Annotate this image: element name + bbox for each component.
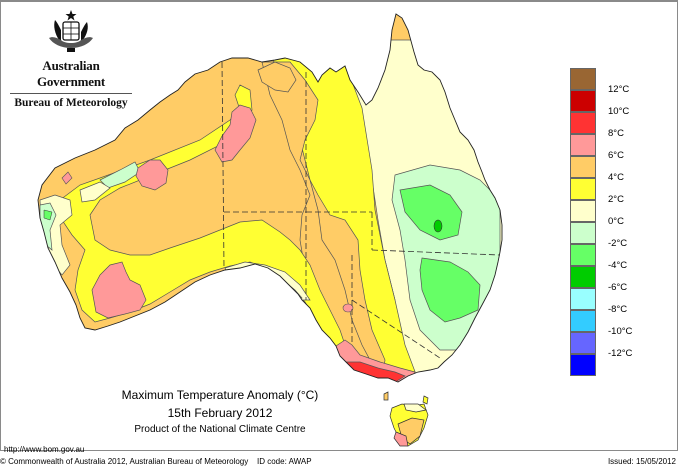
product-credit: Product of the National Climate Centre [134,424,306,435]
legend-label: -12°C [608,348,633,359]
legend-swatch-12-plus [570,68,596,90]
id-code: ID code: AWAP [257,457,312,466]
legend-label: -6°C [608,282,628,293]
legend-swatch-m4-m2 [570,244,596,266]
legend-swatch-10-12 [570,90,596,112]
website-link[interactable]: http://www.bom.gov.au [4,445,85,454]
legend-swatch-m10-m8 [570,310,596,332]
legend-label: -2°C [608,238,628,249]
copyright-notice: © Commonwealth of Australia 2012, Austra… [0,457,249,466]
legend-swatch-4-6 [570,156,596,178]
legend-swatch-0-2 [570,200,596,222]
legend-swatch-m2-0 [570,222,596,244]
bom-logo: Australian Government Bureau of Meteorol… [8,8,134,109]
map-title: Maximum Temperature Anomaly (°C) [121,388,319,402]
legend-swatch-2-4 [570,178,596,200]
legend-label: -10°C [608,326,633,337]
legend-label: 0°C [608,216,624,227]
legend-label: 10°C [608,106,630,117]
legend-swatch-m8-m6 [570,288,596,310]
legend-label: 6°C [608,150,624,161]
org-name: Australian Government [36,58,106,89]
legend-swatch-m12-m10 [570,332,596,354]
map-date: 15th February 2012 [167,406,273,420]
coat-of-arms-icon [49,10,93,52]
legend-swatch-8-10 [570,112,596,134]
legend-label: -8°C [608,304,628,315]
legend-label: 12°C [608,84,630,95]
issued-date: Issued: 15/05/2012 [607,457,676,466]
legend-swatch-m6-m4 [570,266,596,288]
legend-label: 8°C [608,128,624,139]
map-caption: Maximum Temperature Anomaly (°C) 15th Fe… [100,388,340,436]
legend-label: -4°C [608,260,628,271]
agency-name: Bureau of Meteorology [14,97,128,109]
legend-swatch-6-8 [570,134,596,156]
legend-label: 2°C [608,194,624,205]
legend-swatch-below-m12 [570,354,596,376]
legend-label: 4°C [608,172,624,183]
logo-divider [10,93,132,94]
